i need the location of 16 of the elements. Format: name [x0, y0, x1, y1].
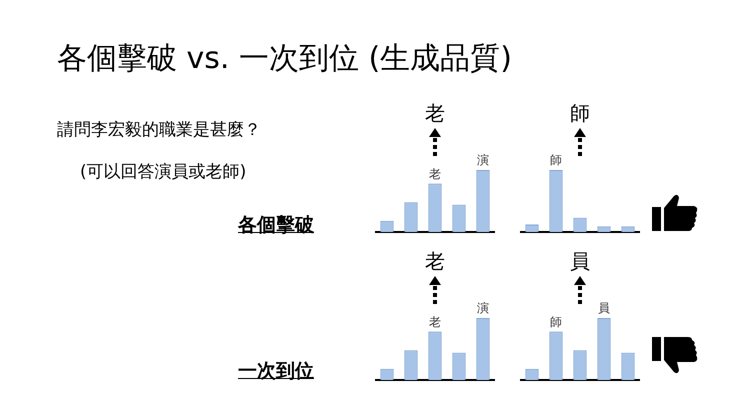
annotation: 師 — [550, 153, 562, 168]
chart-title: 師 — [569, 100, 591, 127]
annotation: 老 — [429, 166, 441, 181]
chart-title: 老 — [424, 248, 446, 275]
annotation: 演 — [477, 301, 489, 316]
chart-title: 員 — [569, 248, 591, 275]
annotation: 演 — [477, 153, 489, 168]
text: 請問李宏毅的職業是甚麼？ — [57, 119, 261, 141]
chart-title: 老 — [424, 100, 446, 127]
annotation: 老 — [429, 314, 441, 329]
text: 一次到位 — [238, 359, 314, 384]
annotation: 師 — [550, 314, 562, 329]
text: 各個擊破 — [238, 213, 314, 238]
annotation: 員 — [598, 301, 610, 316]
text: (可以回答演員或老師) — [80, 161, 246, 183]
text: 各個擊破 vs. 一次到位 (生成品質) — [57, 40, 512, 78]
